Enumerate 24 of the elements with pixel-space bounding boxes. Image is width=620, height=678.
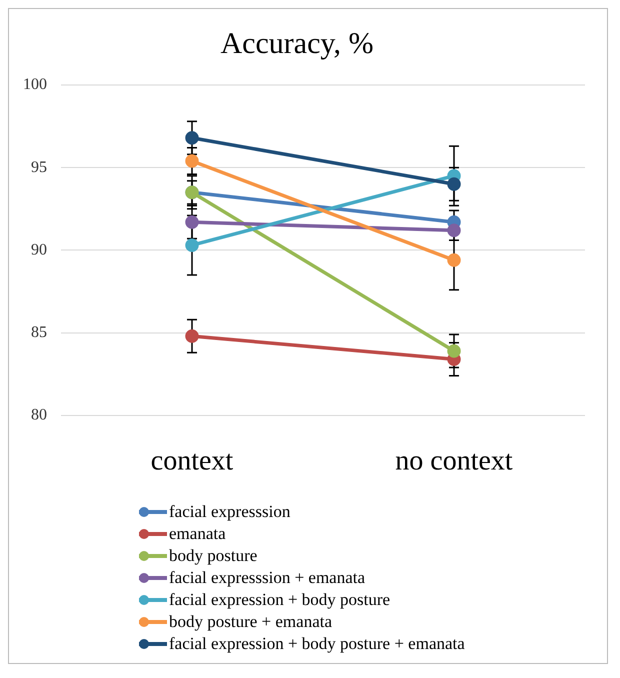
y-tick-label: 95 (31, 158, 47, 176)
chart-title: Accuracy, % (220, 26, 374, 60)
legend-label: emanata (169, 523, 226, 545)
legend-label: body posture (169, 545, 258, 567)
point (185, 238, 199, 252)
y-tick-label: 80 (31, 406, 47, 424)
y-tick-label: 90 (31, 241, 47, 258)
x-tick-label: no context (395, 446, 513, 477)
legend-label: facial expression + body posture + emanata (169, 633, 465, 655)
legend-label: facial expression + body posture (169, 589, 390, 611)
legend-label: facial expresssion (169, 501, 290, 523)
point (447, 224, 461, 238)
y-tick-label: 85 (31, 324, 47, 342)
point (185, 154, 199, 168)
legend-label: body posture + emanata (169, 611, 332, 633)
x-tick-label: context (150, 446, 234, 477)
y-tick-label: 100 (23, 76, 47, 94)
point (447, 177, 461, 191)
point (447, 253, 461, 267)
point (185, 131, 199, 145)
legend-label: facial expresssion + emanata (169, 567, 366, 589)
point (447, 344, 461, 358)
point (185, 329, 199, 343)
point (185, 215, 199, 229)
